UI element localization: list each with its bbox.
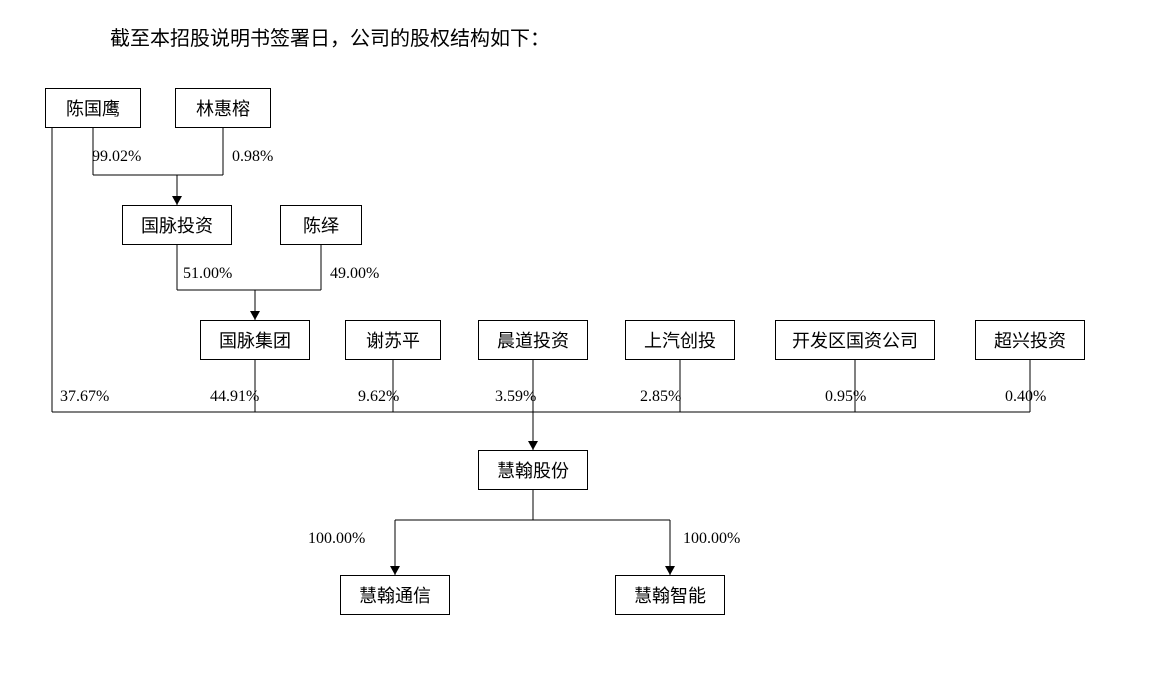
node-lin_huirong: 林惠榕 (175, 88, 271, 128)
node-huihan_zhineng: 慧翰智能 (615, 575, 725, 615)
edge-label-shangqi_chuangtou-huihan_gufen: 2.85% (640, 388, 681, 406)
edge-label-kaifaqu_guozi-huihan_gufen: 0.95% (825, 388, 866, 406)
edge-label-huihan_gufen-huihan_zhineng: 100.00% (683, 530, 740, 548)
edge-label-chen_guoying-huihan_gufen: 37.67% (60, 388, 109, 406)
edge-label-guomai_touzi-guomai_jituan: 51.00% (183, 265, 232, 283)
node-guomai_touzi: 国脉投资 (122, 205, 232, 245)
node-chen_yi: 陈绎 (280, 205, 362, 245)
edge-label-chaoxing_touzi-huihan_gufen: 0.40% (1005, 388, 1046, 406)
edge-label-huihan_gufen-huihan_tongxin: 100.00% (308, 530, 365, 548)
edge-label-xie_suping-huihan_gufen: 9.62% (358, 388, 399, 406)
node-xie_suping: 谢苏平 (345, 320, 441, 360)
edge-label-guomai_jituan-huihan_gufen: 44.91% (210, 388, 259, 406)
node-chaoxing_touzi: 超兴投资 (975, 320, 1085, 360)
node-chen_guoying: 陈国鹰 (45, 88, 141, 128)
edge-label-chendao_touzi-huihan_gufen: 3.59% (495, 388, 536, 406)
edge-label-chen_yi-guomai_jituan: 49.00% (330, 265, 379, 283)
node-chendao_touzi: 晨道投资 (478, 320, 588, 360)
edge-label-lin_huirong-guomai_touzi: 0.98% (232, 148, 273, 166)
node-kaifaqu_guozi: 开发区国资公司 (775, 320, 935, 360)
node-huihan_gufen: 慧翰股份 (478, 450, 588, 490)
node-huihan_tongxin: 慧翰通信 (340, 575, 450, 615)
edge-label-chen_guoying-guomai_touzi: 99.02% (92, 148, 141, 166)
node-guomai_jituan: 国脉集团 (200, 320, 310, 360)
node-shangqi_chuangtou: 上汽创投 (625, 320, 735, 360)
page-title: 截至本招股说明书签署日，公司的股权结构如下： (110, 22, 550, 51)
